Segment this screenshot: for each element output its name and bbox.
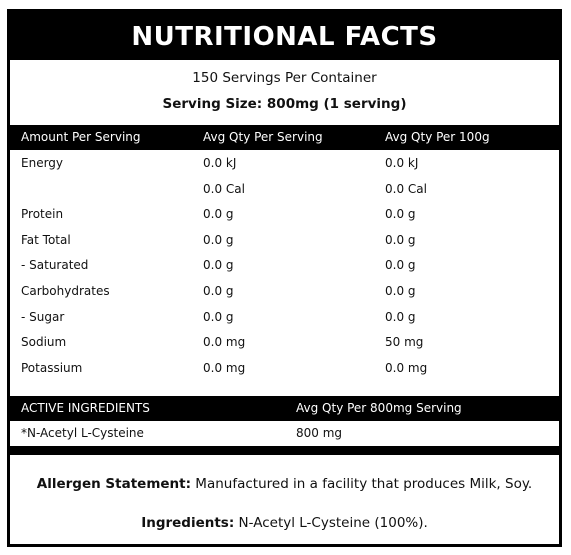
nutrient-name: Fat Total [21,232,71,247]
per-100g-value: 0.0 kJ [385,156,419,170]
nutrient-name: Carbohydrates [21,283,110,298]
per-serving-value: 0.0 kJ [203,156,237,170]
per-100g-value: 0.0 mg [385,360,428,375]
table-row: Energy 0.0 kJ 0.0 kJ [10,150,559,176]
nutrition-table-header: Amount Per Serving Avg Qty Per Serving A… [10,125,559,150]
allergen-text: Manufactured in a facility that produces… [191,476,533,492]
per-100g-value: 0.0 g [385,283,416,298]
per-serving-value: 0.0 mg [203,360,246,375]
per-serving-value: 0.0 g [203,207,234,222]
ingredients-label: Ingredients: [141,515,235,531]
active-ingredients-header: ACTIVE INGREDIENTS Avg Qty Per 800mg Ser… [10,396,559,421]
nutrition-table-body: Energy 0.0 kJ 0.0 kJ 0.0 Cal 0.0 Cal Pro… [10,150,559,380]
per-serving-value: 0.0 g [203,232,234,247]
per-100g-value: 0.0 g [385,232,416,247]
per-100g-value: 0.0 Cal [385,181,427,196]
per-serving-value: 0.0 g [203,283,234,298]
table-row: - Sugar 0.0 g 0.0 g [10,304,559,330]
nutrient-name: Sodium [21,335,67,350]
nutrient-name: Energy [21,156,64,170]
nutrient-name: - Sugar [21,309,65,324]
table-row: - Saturated 0.0 g 0.0 g [10,252,559,278]
per-100g-value: 0.0 g [385,309,416,324]
table-row: Carbohydrates 0.0 g 0.0 g [10,278,559,304]
servings-per-container: 150 Servings Per Container [192,70,377,86]
ingredients-text: N-Acetyl L-Cysteine (100%). [234,515,428,531]
ingredients-statement: Ingredients: N-Acetyl L-Cysteine (100%). [10,515,559,531]
nutrient-name: Protein [21,207,64,222]
nutrient-name: - Saturated [21,258,89,273]
nutrient-name: Potassium [21,360,83,375]
per-serving-value: 0.0 Cal [203,181,245,196]
table-row: 0.0 Cal 0.0 Cal [10,176,559,202]
per-100g-value: 50 mg [385,335,424,350]
per-100g-value: 0.0 g [385,258,416,273]
header-active-ingredients: ACTIVE INGREDIENTS [21,401,150,415]
header-avg-qty-per-serving: Avg Qty Per Serving [203,130,323,144]
panel-title: NUTRITIONAL FACTS [10,12,559,60]
per-serving-value: 0.0 g [203,309,234,324]
header-avg-qty-per-100g: Avg Qty Per 100g [385,130,490,144]
allergen-label: Allergen Statement: [36,476,192,492]
per-100g-value: 0.0 g [385,207,416,222]
nutrition-panel: NUTRITIONAL FACTS 150 Servings Per Conta… [7,9,562,547]
table-row: Potassium 0.0 mg 0.0 mg [10,355,559,381]
header-avg-qty-per-800mg: Avg Qty Per 800mg Serving [296,401,462,415]
table-row: Fat Total 0.0 g 0.0 g [10,227,559,253]
active-ingredient-name: *N-Acetyl L-Cysteine [21,426,144,440]
header-amount-per-serving: Amount Per Serving [21,130,141,144]
table-row: Sodium 0.0 mg 50 mg [10,329,559,355]
table-row: Protein 0.0 g 0.0 g [10,201,559,227]
per-serving-value: 0.0 g [203,258,234,273]
per-serving-value: 0.0 mg [203,335,246,350]
table-row: *N-Acetyl L-Cysteine 800 mg [10,421,559,447]
serving-size: Serving Size: 800mg (1 serving) [162,96,407,112]
allergen-statement: Allergen Statement: Manufactured in a fa… [10,476,559,492]
active-ingredient-amount: 800 mg [296,426,343,440]
section-divider [10,446,559,455]
